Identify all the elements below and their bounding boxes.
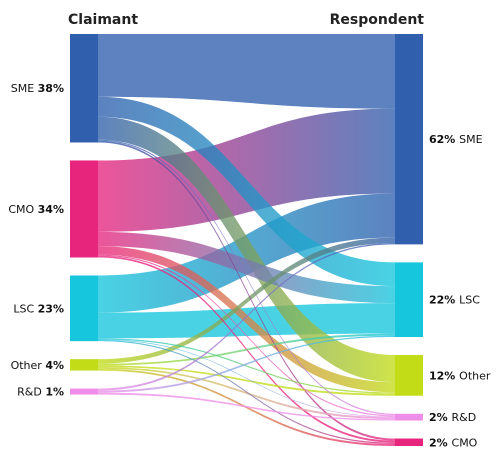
- claimant-node-lsc: [70, 275, 98, 342]
- respondent-name-rd: R&D: [452, 411, 477, 424]
- respondent-pct-cmo: 2%: [429, 436, 452, 449]
- claimant-node-rd: [70, 388, 98, 395]
- respondent-label-rd: 2% R&D: [429, 411, 476, 424]
- respondent-pct-rd: 2%: [429, 411, 452, 424]
- respondent-node-rd: [395, 413, 423, 421]
- left-axis-title: Claimant: [68, 12, 138, 28]
- flow-lsc-to-cmo: [98, 340, 395, 444]
- claimant-label-sme: SME 38%: [11, 82, 64, 95]
- respondent-node-sme: [395, 34, 423, 245]
- respondent-pct-sme: 62%: [429, 133, 459, 146]
- flow-cmo-to-other: [98, 246, 395, 393]
- flow-rd-to-sme: [98, 243, 395, 391]
- claimant-name-cmo: CMO: [8, 203, 37, 216]
- respondent-node-cmo: [395, 438, 423, 446]
- respondent-pct-lsc: 22%: [429, 294, 459, 307]
- flow-sme-to-sme: [98, 34, 395, 109]
- claimant-name-other: Other: [11, 359, 46, 372]
- respondent-name-cmo: CMO: [452, 436, 478, 449]
- respondent-name-other: Other: [459, 369, 491, 382]
- claimant-name-sme: SME: [11, 82, 38, 95]
- claimant-pct-lsc: 23%: [38, 302, 64, 315]
- claimant-pct-rd: 1%: [45, 386, 64, 399]
- claimant-name-lsc: LSC: [13, 302, 37, 315]
- flow-cmo-to-sme: [98, 108, 395, 232]
- flow-rd-to-lsc: [98, 335, 395, 393]
- flow-sme-to-rd: [98, 139, 395, 416]
- respondent-label-sme: 62% SME: [429, 133, 483, 146]
- claimant-node-sme: [70, 34, 98, 143]
- claimant-label-lsc: LSC 23%: [13, 302, 64, 315]
- node-bars: [70, 34, 423, 446]
- claimant-label-rd: R&D 1%: [17, 386, 64, 399]
- flow-sme-to-cmo: [98, 140, 395, 441]
- respondent-label-lsc: 22% LSC: [429, 294, 480, 307]
- claimant-label-other: Other 4%: [11, 359, 64, 372]
- flow-lsc-to-other: [98, 338, 395, 394]
- respondent-pct-other: 12%: [429, 369, 459, 382]
- respondent-node-other: [395, 355, 423, 396]
- node-labels: SME 38% CMO 34% LSC 23% Other 4% R&D 1% 62% S…: [8, 82, 491, 449]
- claimant-label-cmo: CMO 34%: [8, 203, 64, 216]
- right-axis-title: Respondent: [330, 12, 425, 28]
- claimant-pct-sme: 38%: [38, 82, 64, 95]
- flow-cmo-to-lsc: [98, 231, 395, 304]
- respondent-name-sme: SME: [459, 133, 482, 146]
- flow-sme-to-other: [98, 116, 395, 383]
- claimant-node-other: [70, 359, 98, 371]
- respondent-label-other: 12% Other: [429, 369, 491, 382]
- flow-sme-to-lsc: [98, 96, 395, 287]
- flow-lsc-to-rd: [98, 339, 395, 418]
- flow-links: [98, 34, 395, 446]
- claimant-name-rd: R&D: [17, 386, 45, 399]
- claimant-node-cmo: [70, 160, 98, 258]
- flow-other-to-lsc: [98, 333, 395, 366]
- flow-other-to-rd: [98, 367, 395, 420]
- flow-cmo-to-rd: [98, 254, 395, 417]
- flow-other-to-other: [98, 365, 395, 396]
- respondent-node-lsc: [395, 262, 423, 338]
- claimant-pct-other: 4%: [45, 359, 64, 372]
- flow-other-to-sme: [98, 237, 395, 364]
- respondent-name-lsc: LSC: [459, 294, 480, 307]
- flow-rd-to-rd: [98, 392, 395, 421]
- respondent-label-cmo: 2% CMO: [429, 436, 478, 449]
- claimant-pct-cmo: 34%: [38, 203, 64, 216]
